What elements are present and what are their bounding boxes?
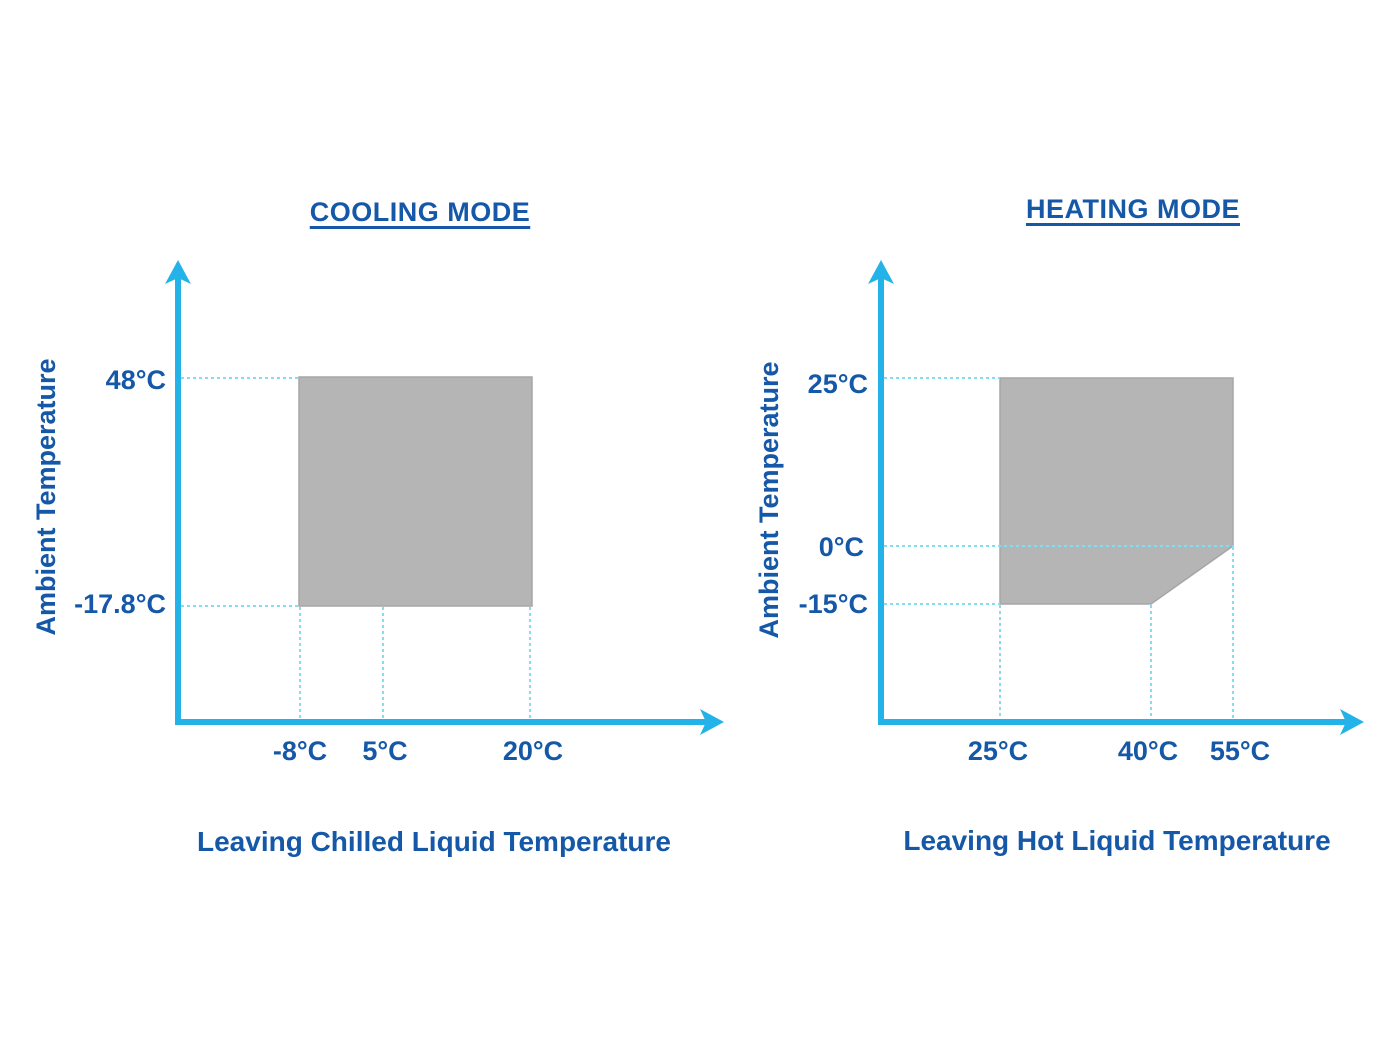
heating-chart-title: HEATING MODE (1026, 194, 1240, 224)
heating-y-tick-25: 25°C (807, 369, 868, 399)
cooling-y-tick-48: 48°C (105, 365, 166, 395)
heating-y-tick-minus15: -15°C (798, 589, 868, 619)
heating-chart-plot (868, 260, 1364, 735)
heating-x-axis-title: Leaving Hot Liquid Temperature (903, 825, 1331, 856)
heating-operating-region (999, 377, 1234, 605)
heating-x-tick-40: 40°C (1117, 736, 1179, 766)
cooling-y-axis-arrowhead-icon (165, 260, 191, 284)
cooling-x-axis-arrowhead-icon (700, 709, 724, 735)
cooling-guide-lines (181, 377, 531, 719)
heating-y-axis-arrowhead-icon (868, 260, 894, 284)
cooling-x-tick-20: 20°C (502, 736, 564, 766)
cooling-x-axis-title: Leaving Chilled Liquid Temperature (197, 826, 671, 857)
cooling-x-tick-5: 5°C (362, 736, 408, 766)
cooling-y-tick-minus17: -17.8°C (74, 589, 166, 619)
heating-x-axis-arrowhead-icon (1340, 709, 1364, 735)
cooling-x-tick-minus8: -8°C (272, 736, 328, 766)
heating-y-tick-0: 0°C (818, 532, 864, 562)
cooling-operating-region (298, 376, 533, 607)
cooling-chart-title: COOLING MODE (309, 197, 531, 227)
cooling-chart-plot (165, 260, 724, 735)
heating-guide-lines (884, 377, 1234, 719)
heating-x-tick-25: 25°C (967, 736, 1029, 766)
heating-x-tick-55: 55°C (1209, 736, 1271, 766)
